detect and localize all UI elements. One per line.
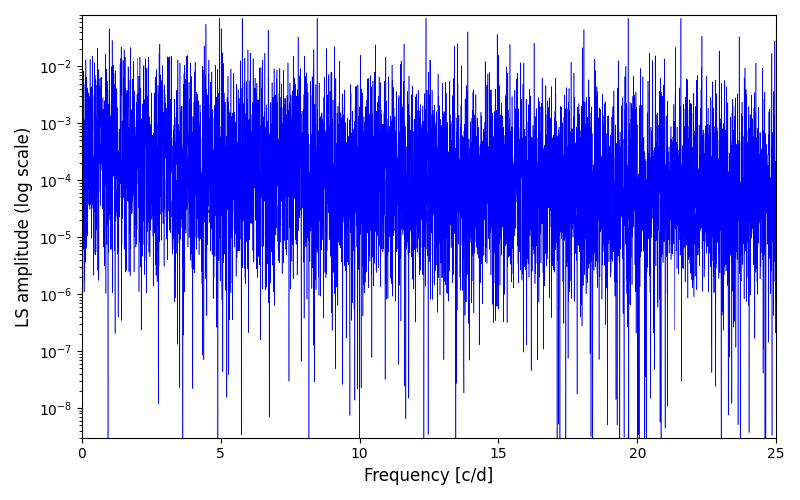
X-axis label: Frequency [c/d]: Frequency [c/d] (364, 467, 494, 485)
Y-axis label: LS amplitude (log scale): LS amplitude (log scale) (15, 126, 33, 326)
